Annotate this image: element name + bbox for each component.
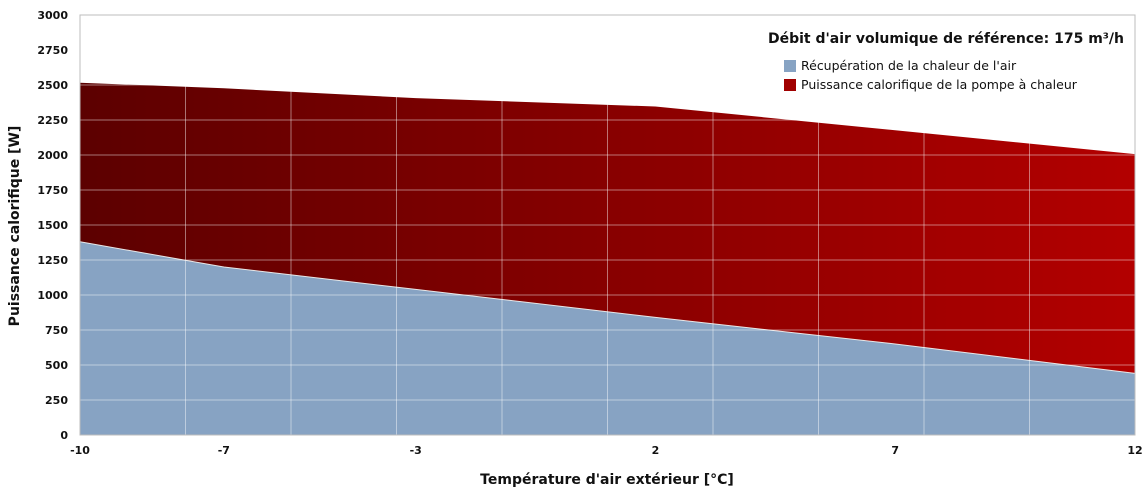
y-tick-label: 2250 [37,114,68,127]
plot-frame [79,14,1136,436]
area-air-recovery [80,241,1135,435]
x-tick-label: -7 [218,444,230,457]
y-tick-label: 1500 [37,219,68,232]
x-tick-label: 2 [652,444,660,457]
y-tick-label: 2000 [37,149,68,162]
legend-label-heat-pump: Puissance calorifique de la pompe à chal… [801,77,1078,92]
y-tick-label: 2750 [37,44,68,57]
y-tick-label: 3000 [37,9,68,22]
x-tick-label: -3 [410,444,422,457]
y-tick-label: 0 [60,429,68,442]
y-axis-title: Puissance calorifique [W] [7,126,23,327]
y-tick-label: 1750 [37,184,68,197]
legend-swatch-air-recovery [784,60,796,72]
x-tick-label: 12 [1127,444,1142,457]
line-heat-pump [79,81,1136,155]
legend-background [735,18,1133,100]
x-axis-title: Température d'air extérieur [°C] [480,472,734,488]
y-tick-label: 750 [45,324,68,337]
y-tick-label: 1250 [37,254,68,267]
y-tick-label: 500 [45,359,68,372]
x-tick-label: -10 [70,444,90,457]
x-tick-label: 7 [891,444,899,457]
line-air-recovery [79,241,1136,374]
y-tick-label: 1000 [37,289,68,302]
legend-swatch-heat-pump [784,79,796,91]
y-tick-label: 2500 [37,79,68,92]
legend: Débit d'air volumique de référence: 175 … [735,18,1133,100]
y-tick-label: 250 [45,394,68,407]
area-heat-pump [80,82,1135,374]
grid-lines [80,14,1135,436]
legend-label-air-recovery: Récupération de la chaleur de l'air [801,58,1017,73]
tick-labels: 0250500750100012501500175020002250250027… [37,9,1142,457]
plot-areas [79,81,1136,435]
plot-border [79,14,1136,436]
legend-title: Débit d'air volumique de référence: 175 … [768,31,1124,47]
